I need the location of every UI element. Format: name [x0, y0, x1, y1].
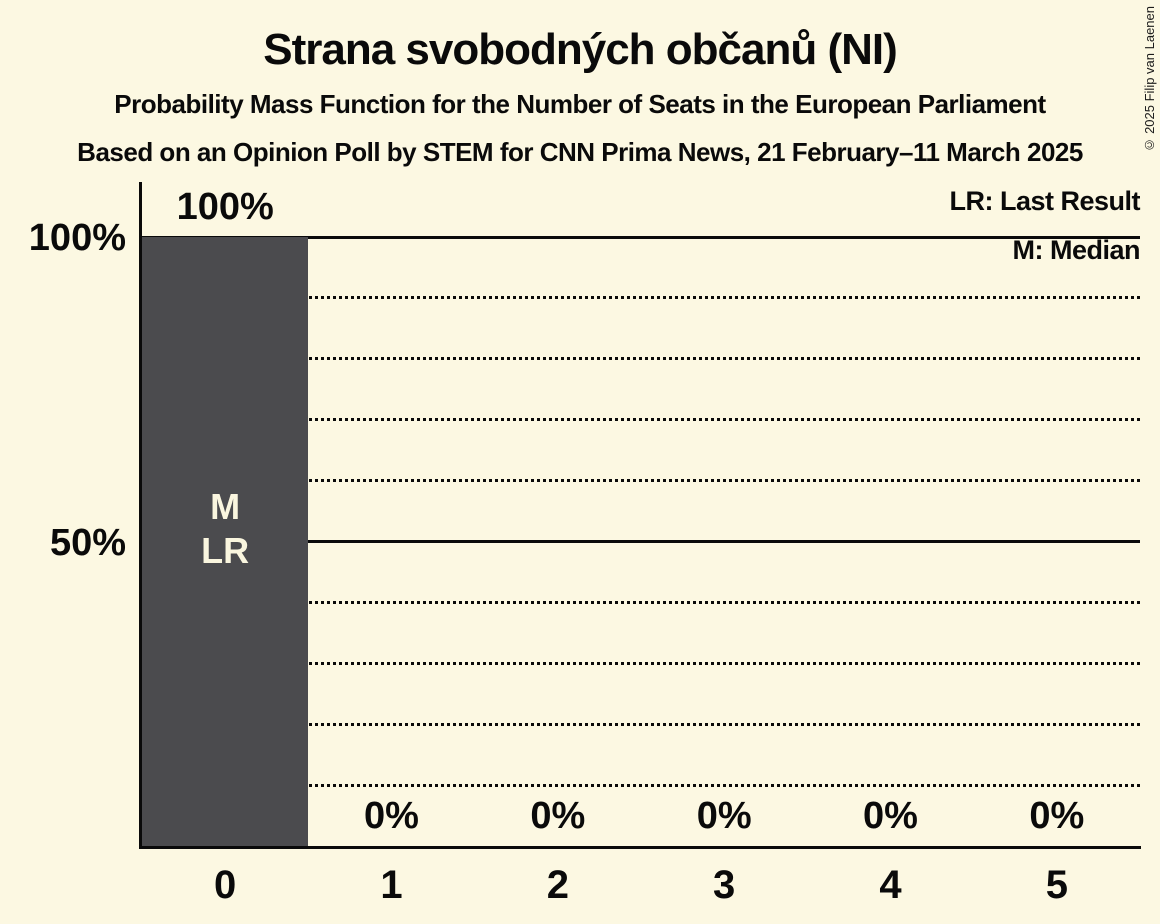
bar-value-label-2: 0% — [530, 795, 586, 837]
bar-value-label-3: 0% — [696, 795, 752, 837]
x-axis-tick-labels: 0 1 2 3 4 5 — [142, 860, 1140, 912]
gridline-dotted-20 — [142, 722, 1140, 726]
gridline-solid-100 — [142, 235, 1140, 239]
category-slot-1: 0% — [308, 237, 474, 846]
y-axis-line — [139, 182, 142, 849]
legend-last-result: LR: Last Result — [949, 186, 1140, 216]
chart-title: Strana svobodných občanů (NI) — [263, 25, 898, 74]
category-slot-3: 0% — [641, 237, 807, 846]
x-tick-label-4: 4 — [879, 863, 902, 907]
median-marker: M — [210, 486, 241, 527]
chart-subtitle: Probability Mass Function for the Number… — [114, 89, 1046, 119]
x-tick-label-5: 5 — [1045, 863, 1068, 907]
last-result-marker: LR — [201, 530, 250, 571]
bar-value-label-4: 0% — [863, 795, 918, 837]
x-tick-label-0: 0 — [214, 863, 237, 907]
x-axis-line — [139, 846, 1141, 849]
gridline-dotted-70 — [142, 418, 1140, 422]
gridline-dotted-90 — [142, 296, 1140, 300]
gridline-dotted-30 — [142, 661, 1140, 665]
plot-area: 100% M LR 0% 0% 0% 0% 0% — [142, 186, 1140, 846]
gridline-solid-50 — [142, 540, 1140, 543]
bar-seats-0 — [142, 237, 309, 846]
y-axis-label-50: 50% — [49, 522, 126, 564]
copyright-notice: © 2025 Filip van Laenen — [1142, 6, 1157, 153]
category-slot-0: 100% M LR — [142, 186, 309, 846]
chart-source-line: Based on an Opinion Poll by STEM for CNN… — [77, 137, 1083, 167]
median-last-result-labels: M LR — [142, 485, 308, 573]
gridline-dotted-10 — [142, 783, 1140, 787]
y-axis-label-100: 100% — [28, 217, 126, 259]
gridline-dotted-60 — [142, 479, 1140, 483]
category-slot-5: 0% — [974, 237, 1140, 846]
x-tick-label-1: 1 — [380, 863, 403, 907]
bar-value-label-5: 0% — [1029, 795, 1085, 837]
gridline-dotted-80 — [142, 357, 1140, 361]
category-slot-2: 0% — [475, 237, 641, 846]
category-slot-4: 0% — [807, 237, 973, 846]
bar-value-label-1: 0% — [364, 795, 419, 837]
gridline-dotted-40 — [142, 600, 1140, 604]
bar-value-label-0: 100% — [176, 186, 274, 228]
x-tick-label-3: 3 — [713, 863, 736, 907]
x-tick-label-2: 2 — [546, 863, 569, 907]
legend-median: M: Median — [1012, 235, 1141, 265]
